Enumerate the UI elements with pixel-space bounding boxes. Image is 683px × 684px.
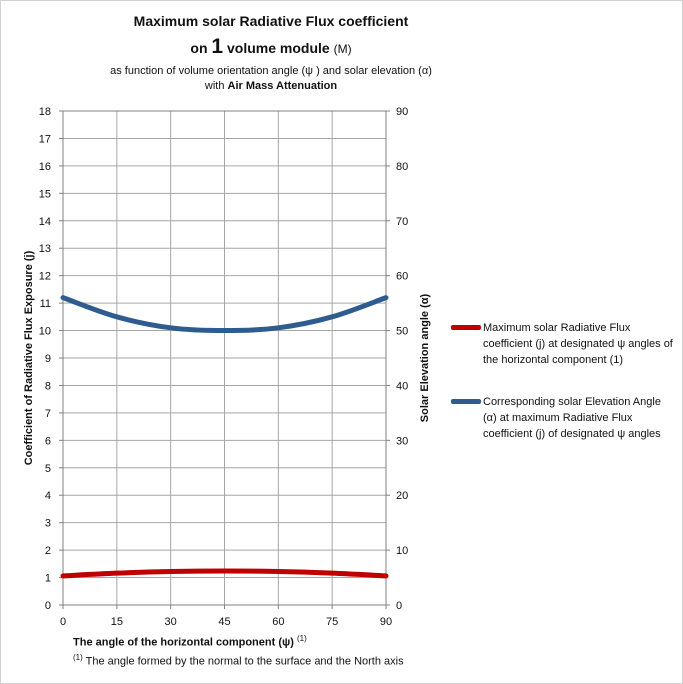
x-tick-label: 30 xyxy=(165,616,177,628)
footnote: (1) The angle formed by the normal to th… xyxy=(73,653,404,668)
series-line-radiative-flux xyxy=(60,568,389,579)
x-axis-label: The angle of the horizontal component (ψ… xyxy=(73,634,307,649)
x-axis-label-sup: (1) xyxy=(297,634,307,643)
y-left-tick-label: 8 xyxy=(45,380,51,392)
y-axis-right-label: Solar Elevation angle (α) xyxy=(419,293,431,423)
title-prefix: on xyxy=(190,40,212,56)
x-tick-label: 15 xyxy=(111,616,123,628)
y-left-tick-label: 12 xyxy=(39,271,51,283)
y-left-tick-label: 0 xyxy=(45,600,51,612)
y-right-tick-label: 70 xyxy=(396,216,408,228)
y-left-tick-label: 7 xyxy=(45,408,51,420)
chart-title-line2: on 1 volume module (M) xyxy=(1,35,541,59)
y-left-tick-label: 10 xyxy=(39,326,51,338)
subtitle-bold: Air Mass Attenuation xyxy=(227,80,338,92)
chart-subtitle: as function of volume orientation angle … xyxy=(110,65,432,77)
y-right-tick-label: 30 xyxy=(396,435,408,447)
y-left-tick-label: 16 xyxy=(39,161,51,173)
legend-item-series2: Corresponding solar Elevation Angle (α) … xyxy=(483,396,661,440)
y-left-tick-label: 6 xyxy=(45,435,51,447)
y-right-tick-label: 50 xyxy=(396,326,408,338)
x-tick-label: 60 xyxy=(272,616,284,628)
y-right-tick-label: 80 xyxy=(396,161,408,173)
plot-area-border xyxy=(62,110,387,606)
x-tick-label: 90 xyxy=(380,616,392,628)
x-tick-label: 45 xyxy=(218,616,230,628)
legend-item-series1: Maximum solar Radiative Flux coefficient… xyxy=(483,322,673,366)
y-right-tick-label: 40 xyxy=(396,380,408,392)
y-left-tick-label: 11 xyxy=(40,298,51,310)
y-left-tick-label: 3 xyxy=(45,518,51,530)
x-tick-label: 75 xyxy=(326,616,338,628)
y-left-tick-label: 14 xyxy=(39,216,51,228)
y-right-tick-label: 20 xyxy=(396,490,408,502)
y-right-tick-label: 0 xyxy=(396,600,402,612)
y-left-tick-label: 17 xyxy=(39,133,51,145)
y-left-tick-label: 13 xyxy=(39,243,51,255)
legend-swatch-series2 xyxy=(451,399,481,404)
y-right-tick-label: 60 xyxy=(396,271,408,283)
series-line-elevation-angle xyxy=(60,295,389,334)
y-left-tick-label: 1 xyxy=(45,573,51,585)
y-left-tick-label: 15 xyxy=(39,188,51,200)
y-left-tick-label: 18 xyxy=(39,106,51,118)
y-left-tick-label: 2 xyxy=(45,545,51,557)
x-tick-label: 0 xyxy=(60,616,66,628)
y-left-tick-label: 4 xyxy=(45,490,51,502)
footnote-text: The angle formed by the normal to the su… xyxy=(82,655,404,668)
title-module-symbol: (M) xyxy=(333,42,352,56)
y-axis-left-label: Coefficient of Radiative Flux Exposure (… xyxy=(23,250,35,466)
chart-title: Maximum solar Radiative Flux coefficient xyxy=(133,13,409,29)
y-left-tick-label: 9 xyxy=(45,353,51,365)
y-right-tick-label: 90 xyxy=(396,106,408,118)
legend-swatch-series1 xyxy=(451,325,481,330)
chart-subtitle-2: with Air Mass Attenuation xyxy=(1,80,541,92)
y-left-tick-label: 5 xyxy=(45,463,51,475)
title-suffix: volume module xyxy=(223,40,334,56)
title-module-count: 1 xyxy=(211,35,224,58)
subtitle-prefix: with xyxy=(204,80,228,92)
footnote-sup: (1) xyxy=(73,653,83,662)
y-right-tick-label: 10 xyxy=(396,545,408,557)
x-axis-label-text: The angle of the horizontal component (ψ… xyxy=(73,636,294,649)
